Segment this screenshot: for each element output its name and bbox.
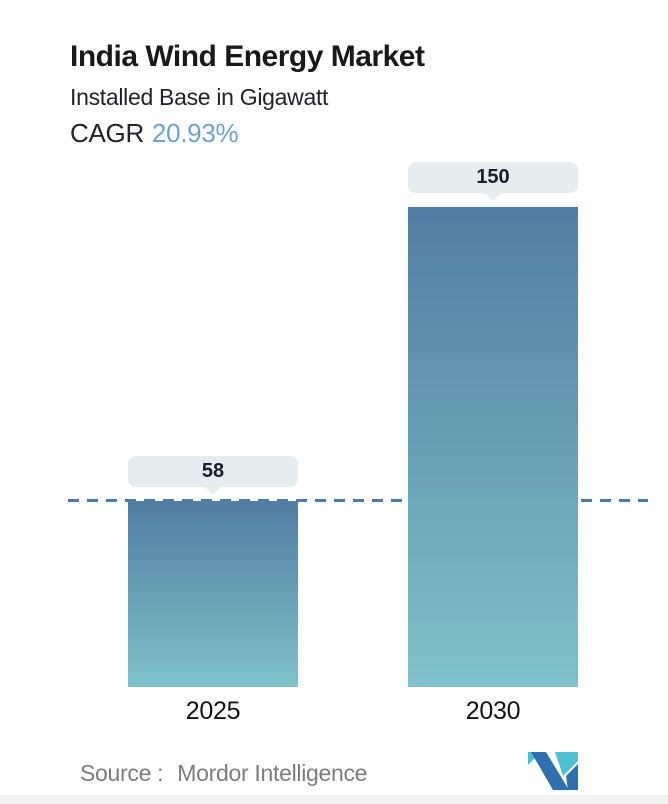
reference-dashed-line [68,499,648,502]
bar-2030 [408,207,578,687]
value-callout-2030: 150 [408,162,578,193]
bar-2025 [128,501,298,687]
value-label-2025: 58 [128,456,298,487]
cagr-value: 20.93% [151,118,239,148]
bottom-gray-band [0,795,668,804]
mordor-intelligence-logo-icon [528,752,578,790]
source-line: Source : Mordor Intelligence [80,760,367,787]
axis-label-2025: 2025 [185,697,241,725]
chart-subtitle: Installed Base in Gigawatt [70,84,329,110]
source-value: Mordor Intelligence [177,760,368,786]
axis-label-2030: 2030 [465,697,521,725]
value-callout-2025: 58 [128,456,298,487]
cagr-line: CAGR 20.93% [70,118,239,149]
value-label-2030: 150 [408,162,578,193]
cagr-label: CAGR [70,118,144,148]
source-label: Source : [80,760,164,786]
chart-title: India Wind Energy Market [70,40,425,73]
